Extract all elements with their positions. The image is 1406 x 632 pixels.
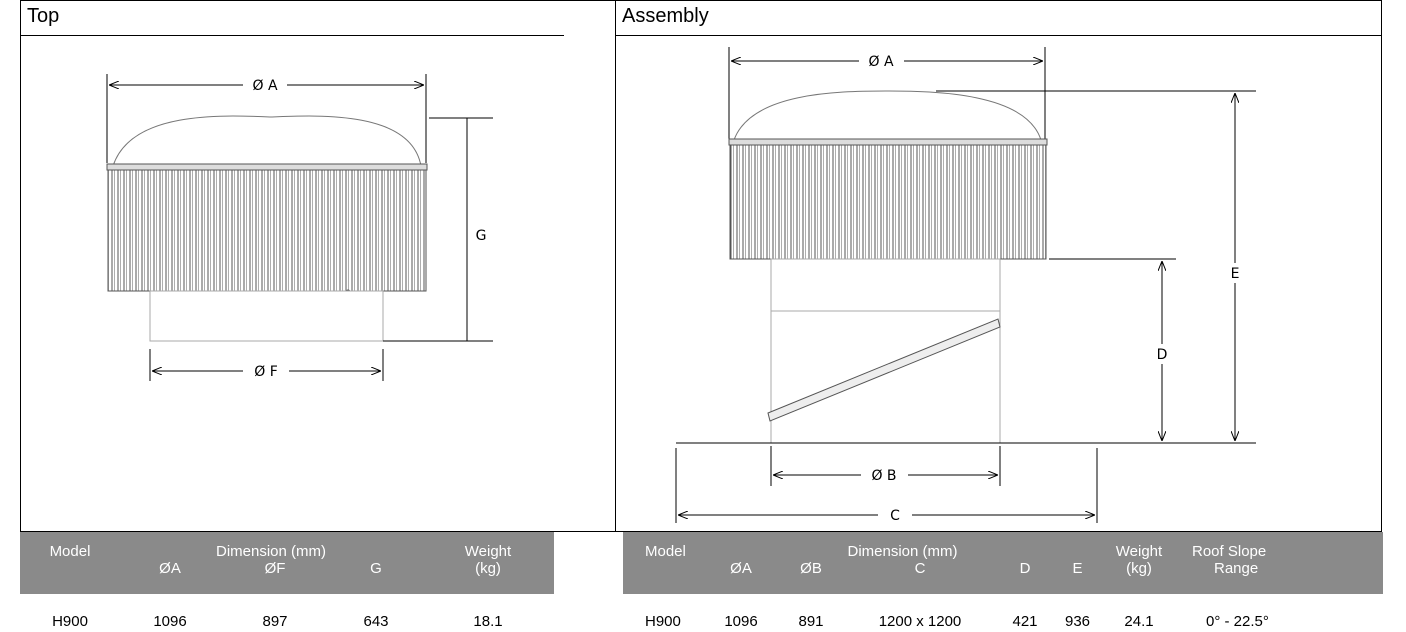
top-label-dia-f: Ø F (254, 364, 278, 380)
assembly-table-subheader-row: ØA ØB C D E (kg) Range (623, 560, 1383, 594)
assembly-title: Assembly (622, 5, 709, 27)
assembly-table-header-weight-unit: (kg) (1100, 560, 1178, 594)
assembly-dim-a: Ø A (728, 47, 1046, 139)
assembly-spec-table: Model Dimension (mm) Weight Roof Slope Ø… (623, 532, 1383, 632)
top-view-drawing: Ø A G Ø F (106, 74, 493, 381)
top-table-header-weight-unit: (kg) (422, 560, 554, 594)
top-dim-f: Ø F (149, 349, 384, 381)
assembly-table-subheader-e: E (1055, 560, 1100, 594)
assembly-table-header-model: Model (623, 532, 705, 560)
assembly-dim-c: C (675, 448, 1098, 524)
top-row-f: 897 (262, 613, 288, 630)
top-spec-table: Model Dimension (mm) Weight ØA ØF G (kg)… (20, 532, 554, 632)
assembly-row-weight: 24.1 (1124, 613, 1154, 630)
top-table-header-model: Model (20, 532, 120, 560)
top-dome (112, 115, 422, 167)
assembly-table-header-dimension: Dimension (mm) (705, 532, 1100, 560)
assembly-table-header-weight: Weight (1100, 532, 1178, 560)
assembly-dim-b: Ø B (770, 446, 1001, 486)
top-table-subheader-a: ØA (120, 560, 220, 594)
top-table-subheader-row: ØA ØF G (kg) (20, 560, 554, 594)
top-table-header-weight: Weight (422, 532, 554, 560)
top-row-a: 1096 (153, 613, 187, 630)
top-dim-g: G (383, 117, 493, 342)
top-view-title-rule (21, 35, 564, 36)
table-row: H900 1096 897 643 18.1 (20, 594, 554, 632)
assembly-fins (729, 144, 1047, 260)
assembly-rim (728, 138, 1048, 146)
assembly-row-a: 1096 (724, 613, 758, 630)
assembly-row-e: 936 (1064, 613, 1091, 630)
assembly-table-subheader-c: C (845, 560, 995, 594)
table-row: H900 1096 891 1200 x 1200 421 936 24.1 0… (623, 594, 1383, 632)
assembly-row-slope: 0° - 22.5° (1206, 613, 1269, 630)
assembly-table-header-slope-range: Range (1178, 560, 1383, 594)
assembly-table-subheader-a: ØA (705, 560, 777, 594)
assembly-table-subheader-d: D (995, 560, 1055, 594)
assembly-label-d: D (1157, 347, 1168, 363)
top-neck (149, 290, 384, 342)
top-rim (106, 163, 428, 171)
top-table-header-dimension: Dimension (mm) (120, 532, 422, 560)
top-table-subheader-f: ØF (220, 560, 330, 594)
top-label-g: G (476, 228, 487, 244)
assembly-row-c: 1200 x 1200 (878, 613, 962, 630)
top-view-panel: Top Ø A (20, 0, 616, 532)
assembly-panel: Assembly (615, 0, 1382, 532)
top-view-title: Top (27, 5, 60, 27)
assembly-label-c: C (890, 508, 900, 524)
assembly-table-subheader-b: ØB (777, 560, 845, 594)
assembly-dim-e: E (936, 90, 1256, 441)
assembly-flashing (767, 318, 1001, 422)
assembly-row-d: 421 (1012, 613, 1038, 630)
top-dim-a: Ø A (106, 74, 427, 163)
assembly-label-dia-b: Ø B (871, 468, 896, 484)
top-label-dia-a: Ø A (252, 78, 277, 94)
assembly-drawing: Ø A E (675, 47, 1256, 524)
assembly-label-e: E (1231, 266, 1240, 282)
top-row-weight: 18.1 (473, 613, 503, 630)
assembly-row-b: 891 (798, 613, 824, 630)
top-row-g: 643 (363, 613, 389, 630)
assembly-dome (733, 90, 1042, 141)
assembly-label-dia-a: Ø A (868, 54, 893, 70)
top-row-model: H900 (52, 613, 88, 630)
assembly-neck (770, 258, 1001, 444)
top-fins (107, 169, 427, 292)
assembly-row-model: H900 (645, 613, 681, 630)
assembly-dim-d: D (1049, 258, 1176, 441)
top-table-subheader-g: G (330, 560, 422, 594)
assembly-table-header-slope: Roof Slope (1178, 532, 1383, 560)
assembly-table-header-row: Model Dimension (mm) Weight Roof Slope (623, 532, 1383, 560)
assembly-title-rule (616, 35, 1381, 36)
top-table-header-row: Model Dimension (mm) Weight (20, 532, 554, 560)
